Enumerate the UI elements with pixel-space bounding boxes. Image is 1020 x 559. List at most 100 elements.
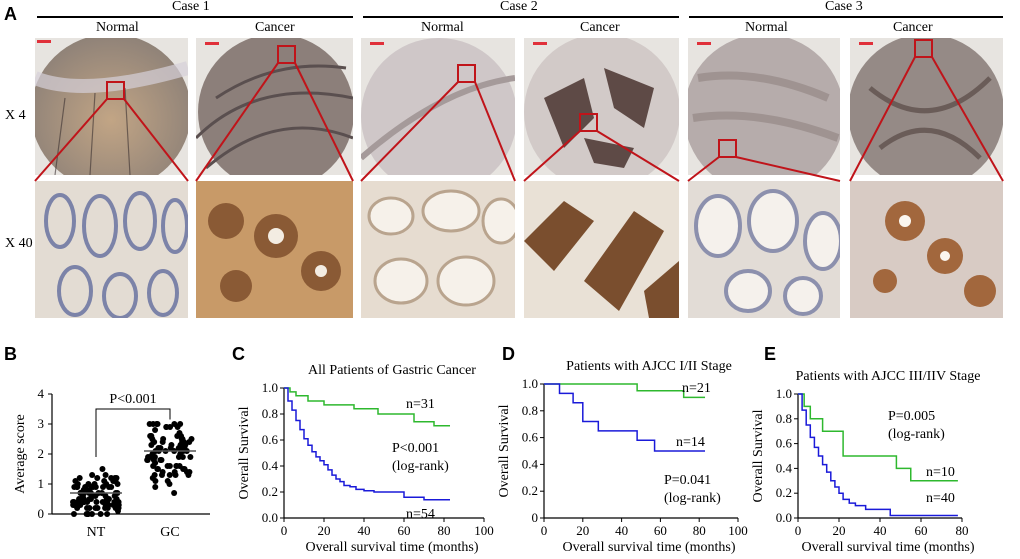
data-point: [103, 481, 110, 487]
y-tick-label: 0.6: [262, 432, 279, 447]
case1-cancer-core-image: [196, 38, 353, 175]
case2-rule: [363, 16, 679, 18]
y-tick-label: 0: [532, 510, 539, 525]
x-tick-label: 60: [398, 523, 411, 538]
case2-cancer-label: Cancer: [580, 20, 620, 35]
data-point: [152, 484, 159, 490]
x-tick-label: GC: [160, 525, 179, 540]
data-point: [88, 511, 95, 517]
y-tick-label: 0.2: [776, 485, 792, 500]
logrank-annotation: (log-rank): [664, 491, 721, 506]
case1-cancer-zoom-image: [196, 181, 353, 318]
case2-cancer-core-image: [524, 38, 679, 175]
panel-c-letter: C: [232, 344, 245, 364]
data-point: [188, 436, 195, 442]
data-point: [115, 502, 122, 508]
data-point: [164, 463, 171, 469]
y-tick-label: 0.0: [262, 510, 278, 525]
y-tick-label: 0.8: [522, 403, 538, 418]
panel-a-letter: A: [4, 4, 17, 24]
y-tick-label: 0.6: [776, 436, 793, 451]
data-point: [176, 463, 183, 469]
x-tick-label: 20: [576, 523, 589, 538]
data-point: [85, 481, 92, 487]
panel-b-letter: B: [4, 344, 17, 364]
series-label: n=10: [926, 465, 955, 480]
logrank-annotation: P=0.041: [664, 473, 711, 488]
panel-d-letter: D: [502, 344, 515, 364]
case1-cancer-label: Cancer: [255, 20, 295, 35]
x-tick-label: 60: [654, 523, 667, 538]
case3-cancer-zoom-image: [850, 181, 1003, 318]
y-axis-label: Overall Survival: [751, 409, 766, 502]
chart-title: Patients with AJCC III/IIV Stage: [796, 369, 981, 384]
data-point: [102, 502, 109, 508]
logrank-annotation: (log-rank): [888, 427, 945, 442]
series-label: n=14: [676, 435, 705, 450]
zoom-connectors: [34, 39, 1004, 182]
y-tick-label: 0.4: [522, 456, 539, 471]
series-label: n=31: [406, 397, 435, 412]
y-tick-label: 0.6: [522, 430, 539, 445]
survival-curve: [798, 393, 958, 482]
data-point: [72, 478, 79, 484]
case3-normal-zoom-image: [688, 181, 840, 318]
data-point: [147, 433, 154, 439]
data-point: [97, 511, 104, 517]
x-tick-label: 80: [438, 523, 451, 538]
x-tick-label: 20: [833, 523, 846, 538]
x-tick-label: 80: [956, 523, 969, 538]
y-axis-label: Overall Survival: [237, 406, 252, 499]
x-tick-label: 40: [615, 523, 628, 538]
case3-normal-label: Normal: [745, 20, 788, 35]
data-point: [102, 493, 109, 499]
data-point: [154, 466, 161, 472]
data-point: [166, 481, 173, 487]
x-tick-label: 100: [474, 523, 494, 538]
data-point: [151, 454, 158, 460]
data-point: [181, 466, 188, 472]
data-point: [159, 469, 166, 475]
data-point: [113, 496, 120, 502]
data-point: [76, 475, 83, 481]
survival-curve: [284, 387, 450, 427]
panel-e-km-chart: Patients with AJCC III/IIV Stage 0.0 0.2 0.…: [751, 369, 981, 555]
x-tick-label: 20: [318, 523, 331, 538]
x-tick-label: 100: [728, 523, 748, 538]
y-tick-label: 0.8: [776, 411, 792, 426]
x-tick-label: NT: [87, 525, 106, 540]
y-tick-label: 0.4: [776, 460, 793, 475]
panel-b-scatter-chart: 0 1 2 3 4 Average score NT GC P<0.001: [13, 386, 210, 540]
row-label-x4: X 4: [5, 108, 26, 123]
data-point: [94, 505, 101, 511]
y-tick-label: 1.0: [522, 376, 538, 391]
survival-curve: [798, 393, 958, 517]
x-tick-label: 0: [281, 523, 288, 538]
data-point: [176, 430, 183, 436]
data-point: [89, 472, 96, 478]
panel-e-letter: E: [764, 344, 777, 364]
chart-title: Patients with AJCC I/II Stage: [566, 359, 732, 374]
case2-normal-label: Normal: [421, 20, 464, 35]
data-point: [102, 472, 109, 478]
y-tick-label: 4: [38, 386, 45, 401]
data-point: [182, 442, 189, 448]
survival-curve: [544, 383, 706, 452]
data-point: [157, 445, 164, 451]
y-tick-label: 0: [38, 506, 45, 521]
case3-title: Case 3: [825, 0, 863, 14]
data-point: [160, 436, 167, 442]
data-point: [152, 427, 159, 433]
x-tick-label: 80: [693, 523, 706, 538]
panel-d-km-chart: Patients with AJCC I/II Stage 0 0.2 0.4 0.6 0…: [497, 359, 748, 555]
series-label: n=40: [926, 491, 955, 506]
logrank-annotation: P<0.001: [392, 441, 439, 456]
series-label: n=21: [682, 381, 711, 396]
y-axis-label: Average score: [13, 414, 28, 493]
data-point: [149, 475, 156, 481]
y-tick-label: 1.0: [776, 386, 792, 401]
case3-rule: [689, 16, 1003, 18]
significance-bracket: [95, 408, 171, 457]
y-tick-label: 0.4: [262, 458, 279, 473]
logrank-annotation: P=0.005: [888, 409, 935, 424]
